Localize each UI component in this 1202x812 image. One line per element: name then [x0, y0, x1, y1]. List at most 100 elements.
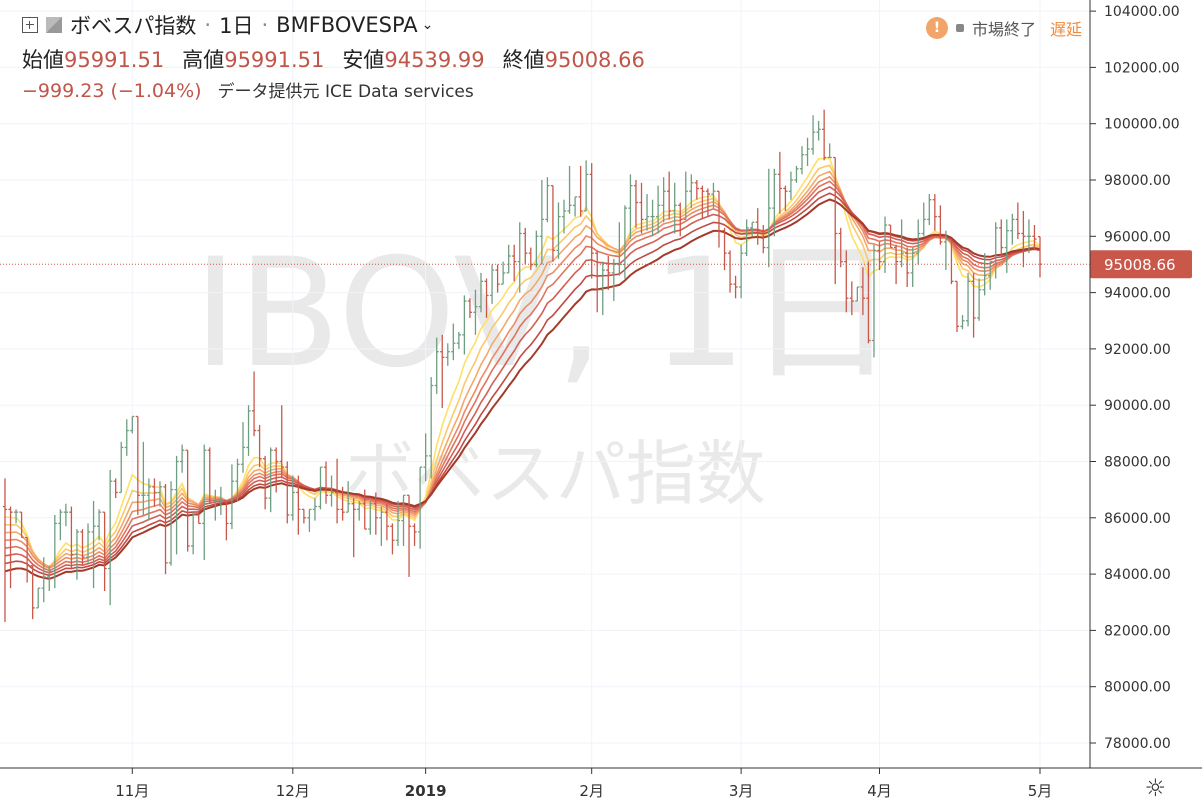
- price-tick-label: 84000.00: [1104, 567, 1171, 583]
- price-tick-label: 86000.00: [1104, 511, 1171, 527]
- delay-label[interactable]: 遅延: [1049, 20, 1082, 39]
- ohlc-bar: [495, 264, 500, 293]
- ohlc-bar: [744, 219, 749, 257]
- ohlc-bar: [25, 536, 30, 583]
- price-tick-label: 98000.00: [1104, 173, 1171, 189]
- ohlc-bar: [451, 323, 456, 361]
- ohlc-bar: [384, 503, 390, 541]
- last-price-tag: [1090, 250, 1192, 279]
- price-axis[interactable]: 78000.00 80000.00 82000.00 84000.00 86000.00…: [1089, 0, 1180, 768]
- ohlc-bar: [1004, 219, 1009, 273]
- collapse-icon[interactable]: [22, 17, 38, 33]
- ohlc-bar: [462, 295, 467, 355]
- ohlc-bar: [8, 506, 13, 589]
- ohlc-bar: [644, 194, 650, 231]
- ohlc-bar: [905, 247, 910, 287]
- chevron-down-icon[interactable]: ⌄: [421, 17, 434, 33]
- ma-ribbon: [4, 157, 1041, 580]
- ohlc-bar: [672, 182, 677, 234]
- ohlc-bar: [213, 489, 218, 521]
- ohlc-bar: [13, 509, 19, 524]
- ohlc-bar: [168, 481, 174, 566]
- market-status[interactable]: ! 市場終了 遅延: [925, 16, 1082, 40]
- ohlc-bar: [1032, 225, 1037, 251]
- ohlc-bar: [855, 286, 860, 302]
- time-axis[interactable]: 11月 12月 2019 2月 3月 4月 5月: [0, 767, 1202, 800]
- ohlc-bar: [777, 151, 782, 214]
- ohlc-bar: [799, 146, 805, 175]
- ohlc-bar: [1026, 219, 1032, 254]
- ohlc-bar: [788, 171, 794, 200]
- ohlc-bar: [866, 261, 871, 344]
- gear-icon[interactable]: ☼: [1144, 774, 1166, 802]
- ma-line-11: [4, 164, 1041, 568]
- ohlc-bar: [157, 481, 163, 507]
- ohlc-bar: [152, 478, 157, 507]
- ohlc-bar: [346, 481, 351, 513]
- ohlc-bar: [401, 494, 406, 546]
- ohlc-bar: [30, 565, 35, 620]
- ohlc-bar: [539, 180, 544, 265]
- ohlc-bar: [932, 194, 937, 231]
- ohlc-bar: [943, 230, 949, 271]
- interval-label[interactable]: 1日: [219, 14, 254, 38]
- ohlc-bar: [141, 441, 146, 515]
- ohlc-bar: [694, 180, 699, 200]
- ohlc-bar: [406, 494, 412, 577]
- ohlc-bar: [412, 523, 417, 546]
- watermark-name: ボベスパ指数: [344, 433, 765, 515]
- ohlc-bar: [74, 529, 80, 580]
- ohlc-bar: [185, 449, 190, 552]
- symbol-name[interactable]: ボベスパ指数: [70, 14, 197, 38]
- ohlc-bar: [882, 216, 888, 273]
- ohlc-bar: [456, 332, 461, 349]
- ohlc-bar: [368, 500, 373, 535]
- ohlc-bar: [766, 168, 771, 268]
- ohlc-bar: [556, 202, 561, 259]
- ohlc-bar: [750, 221, 755, 237]
- ma-line-17: [4, 175, 1041, 570]
- ohlc-bar: [440, 334, 445, 409]
- time-tick-label: 11月: [115, 782, 149, 800]
- ohlc-bar: [63, 503, 68, 527]
- ohlc-bar: [395, 500, 401, 546]
- price-tick-label: 88000.00: [1104, 455, 1171, 471]
- ohlc-bar: [689, 174, 694, 209]
- ohlc-bars: [2, 109, 1043, 622]
- ticker-label[interactable]: BMFBOVESPA: [276, 13, 418, 37]
- ohlc-bar: [888, 224, 893, 249]
- price-tick-label: 78000.00: [1104, 736, 1171, 752]
- ohlc-bar: [550, 184, 556, 262]
- ohlc-bar: [434, 337, 439, 394]
- time-tick-label: 3月: [729, 782, 754, 800]
- market-status-label: 市場終了: [971, 20, 1036, 39]
- ohlc-bar: [235, 458, 240, 501]
- ohlc-bar: [954, 280, 960, 333]
- ohlc-bar: [772, 168, 777, 237]
- ohlc-bar: [36, 587, 41, 609]
- ohlc-bar: [927, 194, 932, 226]
- ohlc-bar: [445, 343, 450, 366]
- ohlc-bar: [301, 508, 306, 524]
- symbol-row[interactable]: ボベスパ指数 · 1日 · BMFBOVESPA ⌄: [22, 10, 433, 40]
- ohlc-bar: [860, 267, 865, 316]
- ohlc-bar: [47, 565, 52, 591]
- ohlc-bar: [334, 458, 340, 524]
- ohlc-bar: [357, 500, 362, 521]
- warning-icon[interactable]: !: [925, 17, 948, 39]
- ohlc-bar: [246, 405, 251, 456]
- price-tick-label: 82000.00: [1104, 623, 1171, 639]
- ohlc-bar: [949, 238, 954, 285]
- time-tick-label: 4月: [867, 782, 892, 800]
- ohlc-bar: [1010, 213, 1015, 245]
- ohlc-bar: [628, 174, 633, 240]
- ohlc-bar: [716, 190, 722, 248]
- ohlc-bar: [423, 433, 428, 482]
- flag-icon[interactable]: [46, 17, 62, 33]
- ohlc-bar: [1021, 210, 1026, 268]
- ohlc-bar: [816, 120, 821, 141]
- ohlc-bar: [85, 523, 91, 563]
- ohlc-bar: [274, 447, 279, 493]
